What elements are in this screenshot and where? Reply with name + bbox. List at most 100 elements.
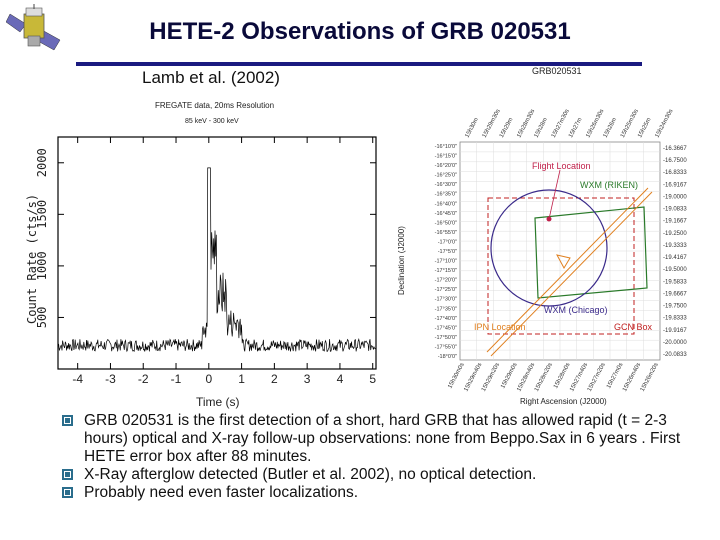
lightcurve-frame bbox=[57, 136, 377, 370]
ra-bottom-tick: 15h30m0s bbox=[447, 362, 465, 390]
dec-right-tick: -20.0833 bbox=[663, 352, 687, 358]
lightcurve-header-2: 85 keV - 300 keV bbox=[185, 118, 239, 125]
dec-right-tick: -19.4167 bbox=[663, 255, 687, 261]
bullet-text: Probably need even faster localizations. bbox=[84, 484, 358, 501]
flight-location-label: Flight Location bbox=[532, 161, 591, 171]
dec-right-tick: -16.8333 bbox=[663, 170, 687, 176]
x-tick-label: 0 bbox=[205, 372, 212, 386]
bullet-box-icon bbox=[62, 487, 73, 498]
gcn-box bbox=[487, 197, 635, 335]
lightcurve-xlabel: Time (s) bbox=[196, 395, 240, 409]
ra-bottom-tick: 15h27m0s bbox=[606, 362, 624, 390]
ra-bottom-tick: 15h29m40s bbox=[463, 362, 483, 393]
ra-bottom-tick: 15h28m0s bbox=[553, 362, 571, 390]
flight-location-pointer bbox=[548, 169, 561, 220]
dec-right-tick: -19.5000 bbox=[663, 267, 687, 273]
dec-left-tick: -16°50'0" bbox=[435, 220, 457, 226]
ipn-location-label: IPN Location bbox=[474, 322, 526, 332]
dec-left-tick: -17°25'0" bbox=[435, 287, 457, 293]
y-tick-label: 500 bbox=[35, 307, 49, 329]
x-tick-label: 3 bbox=[304, 372, 311, 386]
ra-bottom-tick: 15h28m20s bbox=[534, 362, 554, 393]
skymap-label: GRB020531 bbox=[532, 66, 582, 76]
x-tick-label: -1 bbox=[171, 372, 182, 386]
dec-left-tick: -17°35'0" bbox=[435, 306, 457, 312]
x-tick-label: -2 bbox=[138, 372, 149, 386]
x-tick-label: -4 bbox=[72, 372, 83, 386]
dec-left-tick: -16°35'0" bbox=[435, 192, 457, 198]
dec-right-tick: -19.6667 bbox=[663, 291, 687, 297]
x-tick-label: 4 bbox=[337, 372, 344, 386]
gcn-box-label: GCN Box bbox=[614, 322, 653, 332]
dec-left-tick: -17°10'0" bbox=[435, 259, 457, 265]
dec-right-tick: -19.3333 bbox=[663, 243, 687, 249]
citation: Lamb et al. (2002) bbox=[142, 68, 280, 87]
ra-top-tick: 15h26m bbox=[603, 117, 618, 139]
lightcurve-line bbox=[57, 167, 377, 353]
ra-bottom-tick: 15h29m0s bbox=[500, 362, 518, 390]
skymap-plot: GRB020531 -16°10'0"-16°15'0"-16°20'0"-16… bbox=[397, 66, 687, 406]
dec-right-tick: -19.1667 bbox=[663, 219, 687, 225]
dec-left-tick: -16°30'0" bbox=[435, 182, 457, 188]
wxm-riken-label: WXM (RIKEN) bbox=[580, 180, 638, 190]
ra-bottom-tick: 15h29m20s bbox=[481, 362, 501, 393]
ra-bottom-tick: 15h28m40s bbox=[516, 362, 536, 393]
ra-top-tick: 15h29m30s bbox=[482, 108, 502, 139]
ra-top-tick: 15h28m bbox=[534, 117, 549, 139]
bullet-box-icon bbox=[62, 469, 73, 480]
bullet-item: GRB 020531 is the first detection of a s… bbox=[62, 412, 712, 466]
skymap-dec-left-ticks: -16°10'0" -16°15'0" -16°20'0" -16°25'0" -16°… bbox=[435, 144, 457, 360]
x-tick-label: 2 bbox=[271, 372, 278, 386]
wxm-chicago-circle bbox=[490, 189, 608, 307]
dec-right-tick: -16.3667 bbox=[663, 146, 687, 152]
ipn-line-1 bbox=[486, 187, 649, 353]
dec-right-tick: -19.8333 bbox=[663, 316, 687, 322]
skymap-xlabel: Right Ascension (J2000) bbox=[520, 397, 607, 406]
lightcurve-plot: FREGATE data, 20ms Resolution 85 keV - 3… bbox=[25, 101, 377, 409]
ra-bottom-tick: 15h26m40s bbox=[622, 362, 642, 393]
dec-left-tick: -16°40'0" bbox=[435, 201, 457, 207]
y-tick-label: 2000 bbox=[35, 148, 49, 177]
hete-satellite-logo bbox=[6, 4, 61, 51]
dec-right-tick: -19.7500 bbox=[663, 304, 687, 310]
dec-left-tick: -16°45'0" bbox=[435, 211, 457, 217]
ra-bottom-tick: 15h27m20s bbox=[587, 362, 607, 393]
ra-top-tick: 15h25m30s bbox=[620, 108, 640, 139]
ra-bottom-tick: 15h27m40s bbox=[569, 362, 589, 393]
dec-left-tick: -16°25'0" bbox=[435, 173, 457, 179]
ipn-line-2 bbox=[490, 191, 653, 357]
bullet-box-icon bbox=[62, 415, 73, 426]
ra-top-tick: 15h27m30s bbox=[551, 108, 571, 139]
dec-left-tick: -17°0'0" bbox=[438, 239, 457, 245]
lightcurve-y-ticks: 2000 1500 1000 500 bbox=[35, 148, 376, 328]
title-rule bbox=[76, 62, 642, 66]
wxm-chicago-label: WXM (Chicago) bbox=[544, 305, 608, 315]
y-tick-label: 1000 bbox=[35, 251, 49, 280]
dec-right-tick: -16.9167 bbox=[663, 182, 687, 188]
skymap-ylabel: Declination (J2000) bbox=[397, 226, 406, 295]
x-tick-label: -3 bbox=[105, 372, 116, 386]
lightcurve-x-ticks: -4 -3 -2 -1 0 1 2 3 4 5 bbox=[72, 137, 376, 386]
bullet-item: Probably need even faster localizations. bbox=[62, 484, 712, 502]
bullet-list: GRB 020531 is the first detection of a s… bbox=[62, 412, 712, 502]
bullet-item: X-Ray afterglow detected (Butler et al. … bbox=[62, 466, 712, 484]
dec-left-tick: -17°5'0" bbox=[438, 249, 457, 255]
wxm-riken-box bbox=[534, 206, 648, 299]
dec-left-tick: -17°15'0" bbox=[435, 268, 457, 274]
dec-right-tick: -19.0000 bbox=[663, 194, 687, 200]
x-tick-label: 1 bbox=[238, 372, 245, 386]
ipn-arrow bbox=[556, 254, 571, 270]
slide-title: HETE-2 Observations of GRB 020531 bbox=[149, 18, 571, 45]
dec-left-tick: -18°0'0" bbox=[438, 354, 457, 360]
lightcurve-header-1: FREGATE data, 20ms Resolution bbox=[155, 101, 274, 110]
ra-top-tick: 15h26m30s bbox=[585, 108, 605, 139]
dec-left-tick: -16°10'0" bbox=[435, 144, 457, 150]
ra-bottom-tick: 15h26m20s bbox=[640, 362, 660, 393]
dec-left-tick: -17°40'0" bbox=[435, 316, 457, 322]
dec-right-tick: -19.9167 bbox=[663, 328, 687, 334]
dec-right-tick: -20.0000 bbox=[663, 340, 687, 346]
dec-left-tick: -16°20'0" bbox=[435, 163, 457, 169]
bullet-text: GRB 020531 is the first detection of a s… bbox=[84, 412, 681, 465]
